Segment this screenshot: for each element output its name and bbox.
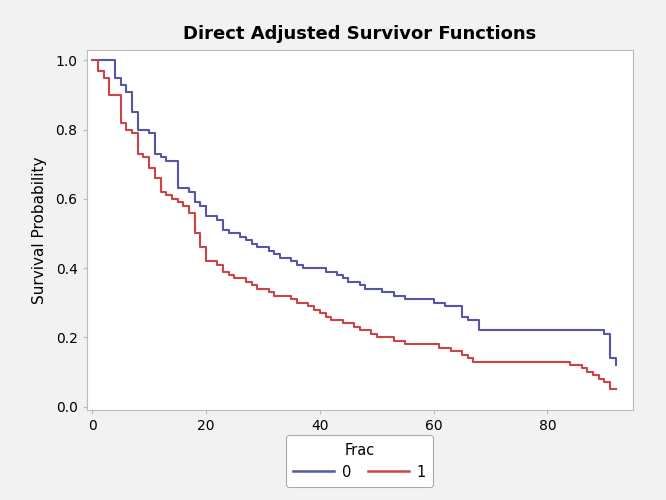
X-axis label: Survival Time: Survival Time [308,442,412,456]
Title: Direct Adjusted Survivor Functions: Direct Adjusted Survivor Functions [183,25,536,43]
Y-axis label: Survival Probability: Survival Probability [32,156,47,304]
Legend: 0, 1: 0, 1 [286,436,433,488]
